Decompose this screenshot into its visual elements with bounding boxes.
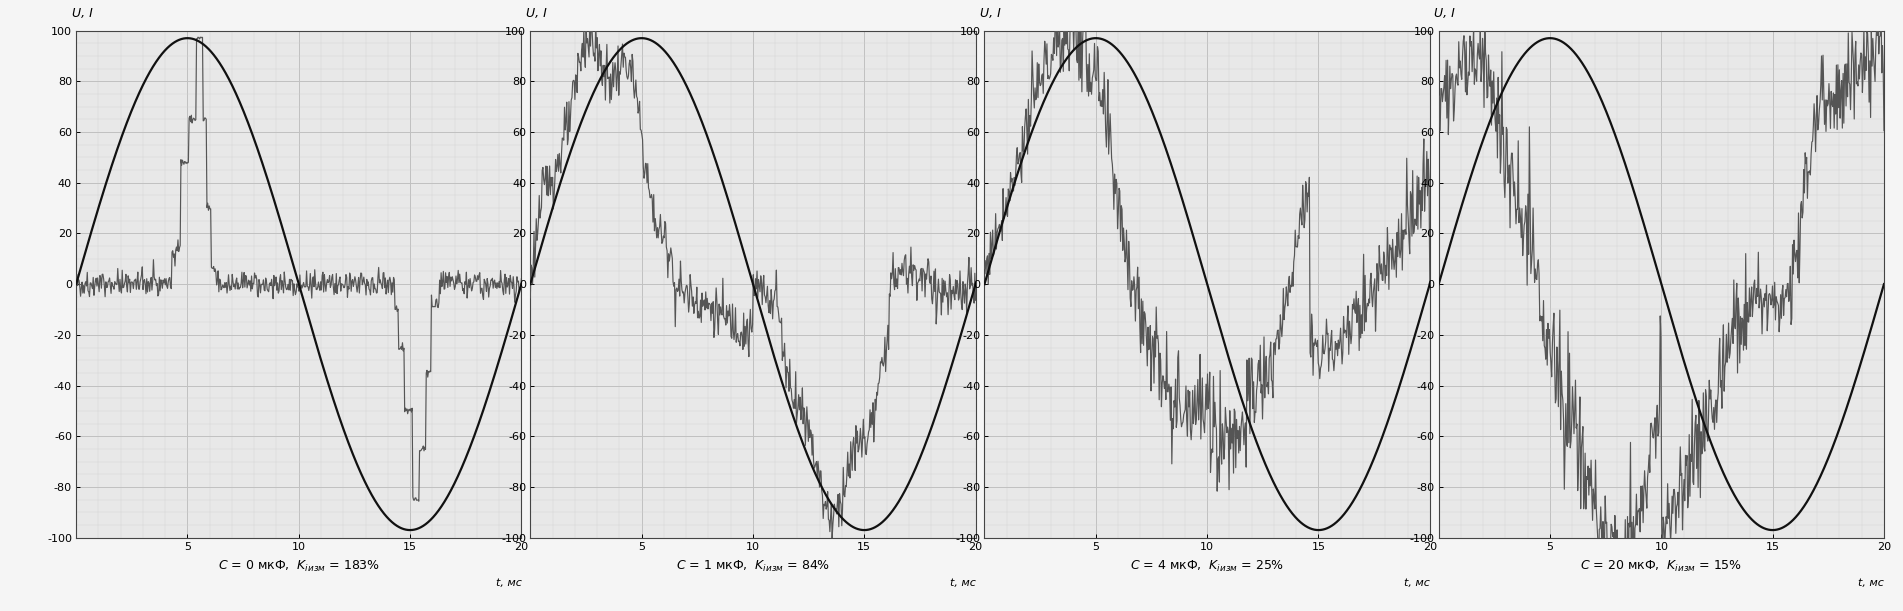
Text: t, мс: t, мс	[495, 578, 521, 588]
X-axis label: $C$ = 4 мкФ,  $K_{i\mathit{изм}}$ = 25%: $C$ = 4 мкФ, $K_{i\mathit{изм}}$ = 25%	[1130, 559, 1285, 574]
Text: t, мс: t, мс	[1857, 578, 1884, 588]
X-axis label: $C$ = 0 мкФ,  $K_{i\mathit{изм}}$ = 183%: $C$ = 0 мкФ, $K_{i\mathit{изм}}$ = 183%	[217, 559, 381, 574]
Text: t, мс: t, мс	[950, 578, 976, 588]
Text: U, I: U, I	[525, 7, 546, 20]
Text: t, мс: t, мс	[1404, 578, 1429, 588]
Text: U, I: U, I	[980, 7, 1001, 20]
Text: U, I: U, I	[72, 7, 93, 20]
Text: U, I: U, I	[1435, 7, 1456, 20]
X-axis label: $C$ = 1 мкФ,  $K_{i\mathit{изм}}$ = 84%: $C$ = 1 мкФ, $K_{i\mathit{изм}}$ = 84%	[676, 559, 830, 574]
X-axis label: $C$ = 20 мкФ,  $K_{i\mathit{изм}}$ = 15%: $C$ = 20 мкФ, $K_{i\mathit{изм}}$ = 15%	[1579, 559, 1743, 574]
